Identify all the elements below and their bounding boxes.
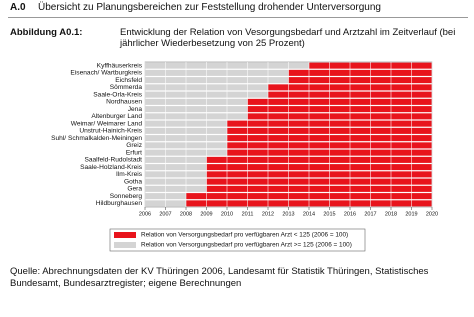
caption-text: Entwicklung der Relation von Vesorgungsb… bbox=[120, 27, 456, 49]
y-tick-label: Saalfeld-Rudolstadt bbox=[84, 157, 142, 164]
bar-above bbox=[206, 171, 432, 178]
x-tick-label: 2019 bbox=[405, 211, 417, 217]
bar-above bbox=[206, 164, 432, 171]
bar-above bbox=[288, 69, 432, 76]
y-tick-label: Kyffhäuserkreis bbox=[97, 62, 143, 69]
legend-label: Relation von Versorgungsbedarf pro verfü… bbox=[141, 232, 348, 239]
y-tick-label: Unstrut-Hainich-Kreis bbox=[79, 128, 142, 135]
x-tick-label: 2009 bbox=[200, 211, 212, 217]
y-tick-label: Sonneberg bbox=[110, 193, 143, 200]
x-tick-label: 2020 bbox=[426, 211, 438, 217]
bar-below bbox=[145, 185, 207, 192]
x-tick-label: 2011 bbox=[242, 211, 254, 217]
x-tick-label: 2015 bbox=[323, 211, 335, 217]
y-tick-label: Erfurt bbox=[126, 149, 142, 156]
rule bbox=[8, 17, 468, 18]
x-tick-label: 2007 bbox=[159, 211, 171, 217]
x-tick-label: 2008 bbox=[180, 211, 192, 217]
y-tick-label: Weimar/ Weimarer Land bbox=[71, 120, 143, 127]
bar-below bbox=[145, 77, 289, 84]
bar-above bbox=[247, 98, 432, 105]
x-tick-label: 2017 bbox=[364, 211, 376, 217]
x-tick-label: 2006 bbox=[139, 211, 151, 217]
y-tick-label: Hildburghausen bbox=[96, 200, 143, 207]
bar-above bbox=[247, 113, 432, 120]
y-tick-label: Saale-Holzland-Kreis bbox=[80, 164, 143, 171]
x-tick-label: 2013 bbox=[282, 211, 294, 217]
legend-box bbox=[109, 228, 366, 252]
y-tick-label: Sömmerda bbox=[110, 84, 143, 91]
legend-label: Relation von Versorgungsbedarf pro verfü… bbox=[141, 242, 352, 249]
bar-above bbox=[247, 106, 432, 113]
bar-above bbox=[206, 185, 432, 192]
y-tick-label: Suhl/ Schmalkalden-Meiningen bbox=[51, 135, 142, 142]
x-tick-label: 2012 bbox=[262, 211, 274, 217]
caption-label: Abbildung A0.1: bbox=[10, 27, 83, 38]
bar-below bbox=[145, 164, 207, 171]
bar-above bbox=[206, 156, 432, 163]
legend-swatch bbox=[114, 232, 136, 238]
bar-below bbox=[145, 178, 207, 185]
y-tick-label: Altenburger Land bbox=[91, 113, 142, 120]
x-tick-label: 2016 bbox=[344, 211, 356, 217]
x-tick-label: 2010 bbox=[221, 211, 233, 217]
y-tick-label: Greiz bbox=[126, 142, 142, 149]
bar-above bbox=[206, 178, 432, 185]
y-tick-label: Nordhausen bbox=[106, 99, 142, 106]
bar-below bbox=[145, 113, 248, 120]
bar-below bbox=[145, 171, 207, 178]
x-tick-label: 2014 bbox=[303, 211, 315, 217]
bar-below bbox=[145, 106, 248, 113]
y-tick-label: Ilm-Kreis bbox=[116, 171, 143, 178]
y-tick-label: Jena bbox=[128, 106, 143, 113]
legend-swatch bbox=[114, 242, 136, 248]
y-tick-label: Gotha bbox=[124, 178, 142, 185]
bar-below bbox=[145, 98, 248, 105]
y-tick-label: Eichsfeld bbox=[115, 77, 142, 84]
x-tick-label: 2018 bbox=[385, 211, 397, 217]
bar-above bbox=[288, 77, 432, 84]
bar-below bbox=[145, 69, 289, 76]
y-tick-label: Gera bbox=[127, 186, 142, 193]
y-tick-label: Eisenach/ Wartburgkreis bbox=[70, 70, 142, 77]
section-title: Übersicht zu Planungsbereichen zur Fests… bbox=[38, 2, 381, 13]
bar-below bbox=[145, 156, 207, 163]
source: Quelle: Abrechnungsdaten der KV Thüringe… bbox=[10, 266, 429, 289]
section-number: A.0 bbox=[10, 2, 26, 13]
y-tick-label: Saale-Orla-Kreis bbox=[93, 91, 142, 98]
